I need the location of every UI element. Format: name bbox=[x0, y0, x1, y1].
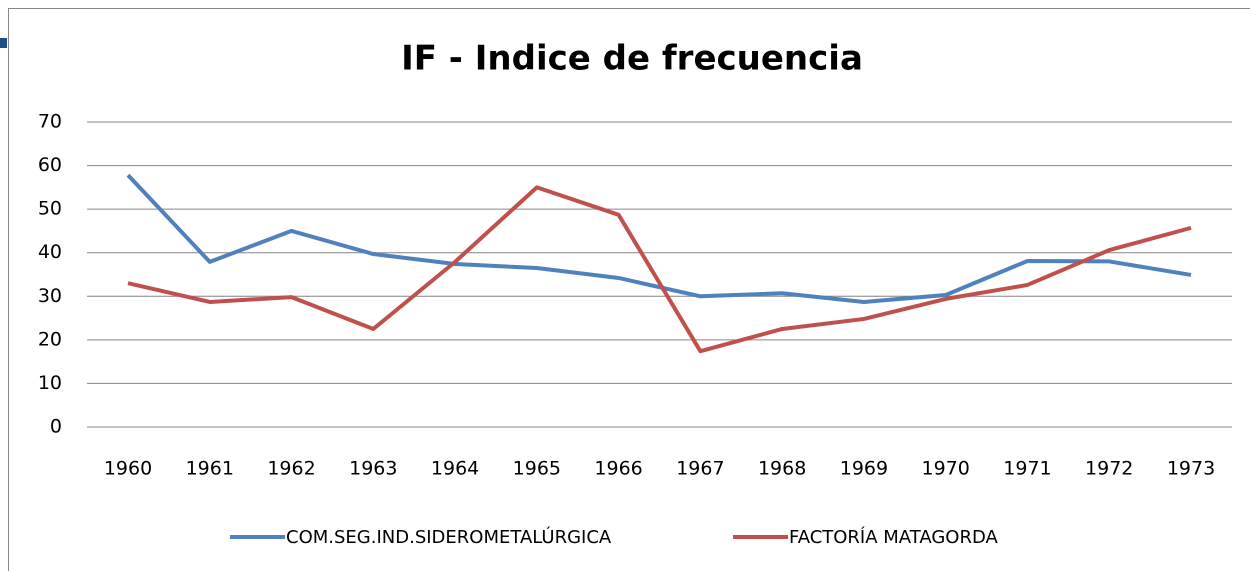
x-tick-label: 1960 bbox=[104, 458, 152, 480]
y-tick-label: 50 bbox=[38, 198, 62, 220]
series-line bbox=[127, 185, 1192, 354]
y-tick-label: 60 bbox=[38, 154, 62, 176]
x-tick-label: 1966 bbox=[594, 458, 642, 480]
x-tick-label: 1965 bbox=[513, 458, 561, 480]
edge-marker bbox=[0, 38, 7, 48]
y-tick-label: 20 bbox=[38, 328, 62, 350]
x-tick-label: 1973 bbox=[1167, 458, 1215, 480]
x-tick-label: 1968 bbox=[758, 458, 806, 480]
x-tick-label: 1963 bbox=[349, 458, 397, 480]
y-tick-label: 30 bbox=[38, 285, 62, 307]
legend-label: FACTORÍA MATAGORDA bbox=[789, 526, 998, 548]
x-tick-label: 1972 bbox=[1085, 458, 1133, 480]
x-tick-label: 1964 bbox=[431, 458, 479, 480]
x-tick-label: 1967 bbox=[676, 458, 724, 480]
chart-title: IF - Indice de frecuencia bbox=[401, 39, 863, 79]
legend-label: COM.SEG.IND.SIDEROMETALÚRGICA bbox=[286, 526, 612, 548]
chart-frame bbox=[8, 8, 1250, 571]
y-tick-label: 40 bbox=[38, 241, 62, 263]
y-tick-label: 10 bbox=[38, 372, 62, 394]
series-line bbox=[126, 173, 1192, 304]
x-tick-label: 1962 bbox=[267, 458, 315, 480]
x-tick-label: 1961 bbox=[186, 458, 234, 480]
y-tick-label: 0 bbox=[50, 416, 62, 438]
x-tick-label: 1971 bbox=[1003, 458, 1051, 480]
x-tick-label: 1969 bbox=[840, 458, 888, 480]
x-tick-label: 1970 bbox=[922, 458, 970, 480]
y-tick-label: 70 bbox=[38, 111, 62, 133]
